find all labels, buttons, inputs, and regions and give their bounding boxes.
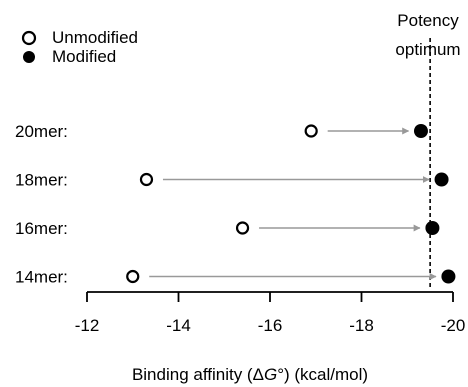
category-label-14mer: 14mer:	[15, 268, 68, 287]
legend-modified-marker	[23, 51, 35, 63]
point-modified-16mer	[425, 221, 440, 235]
data-points	[126, 124, 456, 284]
legend: Unmodified Modified	[21, 28, 138, 66]
x-axis-label: Binding affinity (ΔG°) (kcal/mol)	[132, 365, 368, 384]
category-label-18mer: 18mer:	[15, 171, 68, 190]
annotation-line-1: Potency	[397, 11, 459, 30]
arrows	[149, 127, 437, 280]
category-labels: 20mer: 18mer: 16mer: 14mer:	[15, 122, 68, 287]
potency-optimum-annotation: Potency optimum	[395, 11, 461, 290]
point-unmodified-16mer	[235, 221, 250, 235]
x-tick-label: -16	[258, 316, 283, 335]
category-label-16mer: 16mer:	[15, 219, 68, 238]
category-label-20mer: 20mer:	[15, 122, 68, 141]
legend-unmodified-label: Unmodified	[52, 28, 138, 47]
x-tick-label: -20	[441, 316, 466, 335]
legend-modified-label: Modified	[52, 47, 116, 66]
point-modified-14mer	[441, 269, 456, 284]
x-tick-label: -18	[349, 316, 374, 335]
x-tick-label: -12	[75, 316, 100, 335]
point-unmodified-14mer	[126, 269, 140, 284]
annotation-line-2: optimum	[395, 40, 460, 59]
point-modified-20mer	[413, 124, 428, 138]
point-unmodified-18mer	[139, 172, 154, 187]
x-tick-label: -14	[166, 316, 191, 335]
legend-unmodified-marker	[21, 30, 37, 46]
x-ticks	[86, 292, 454, 302]
point-modified-18mer	[434, 172, 449, 187]
x-axis: -12 -14 -16 -18 -20 Binding affinity (ΔG…	[75, 291, 466, 384]
point-unmodified-20mer	[304, 124, 318, 138]
